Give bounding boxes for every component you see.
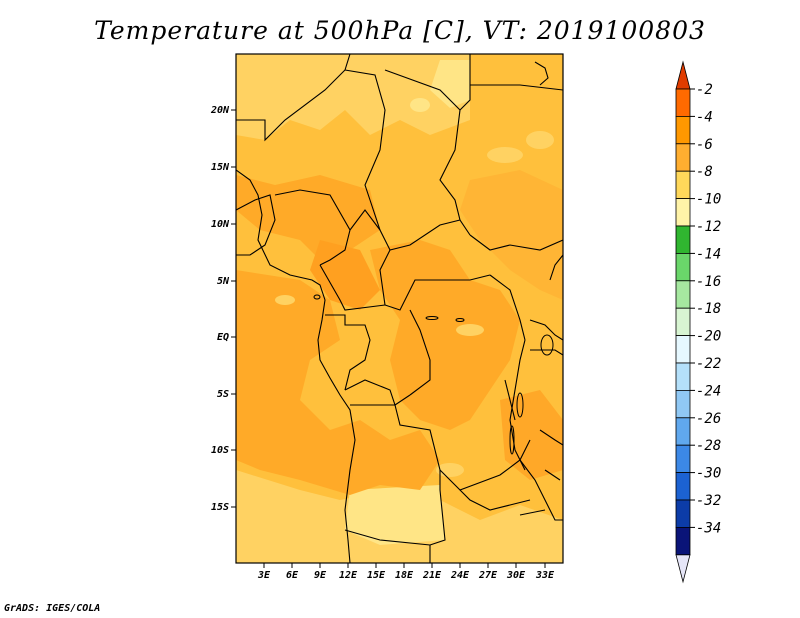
svg-text:27E: 27E (478, 570, 498, 581)
lakes (313, 294, 554, 455)
colorbar-label: -24 (696, 383, 721, 399)
lon-tick-27e: 27E (478, 563, 498, 581)
colorbar-label: -6 (696, 137, 713, 153)
lon-tick-15e: 15E (367, 563, 386, 581)
colorbar-label: -20 (696, 329, 721, 345)
lat-tick-15n: 15N (211, 162, 236, 173)
svg-text:24E: 24E (450, 570, 470, 581)
svg-text:9E: 9E (314, 570, 327, 581)
colorbar-label: -4 (696, 109, 713, 125)
colorbar-segment (675, 362, 691, 391)
lon-tick-21e: 21E (422, 563, 442, 581)
lon-tick-33e: 33E (535, 563, 555, 581)
svg-text:20N: 20N (210, 105, 230, 116)
colorbar-segment (675, 417, 691, 446)
colorbar-label: -28 (696, 438, 721, 454)
lon-tick-3e: 3E (257, 563, 271, 581)
svg-text:5S: 5S (217, 389, 229, 400)
svg-text:3E: 3E (257, 570, 271, 581)
colorbar-segment (675, 225, 691, 254)
colorbar-segment (675, 527, 691, 556)
lat-axis: 20N 15N 10N 5N EQ 5S 10S 15S (210, 105, 236, 513)
lon-tick-18e: 18E (395, 563, 414, 581)
field-warm-congo (370, 240, 520, 430)
colorbar-top-triangle (675, 60, 691, 90)
lon-tick-12e: 12E (339, 563, 358, 581)
colorbar-bottom-triangle (675, 554, 691, 584)
colorbar-segment (675, 280, 691, 309)
svg-text:21E: 21E (422, 570, 442, 581)
field-warm-west-africa (236, 175, 380, 260)
svg-text:5N: 5N (217, 276, 230, 287)
colorbar-label: -14 (696, 246, 721, 262)
lat-tick-5s: 5S (217, 389, 236, 400)
colorbar-segment (675, 143, 691, 172)
lat-tick-5n: 5N (217, 276, 236, 287)
svg-text:12E: 12E (339, 570, 358, 581)
colorbar-label: -18 (696, 301, 721, 317)
colorbar-segment (675, 472, 691, 501)
colorbar-label: -10 (696, 192, 721, 208)
lat-tick-20n: 20N (210, 105, 236, 116)
temperature-field (236, 54, 563, 563)
lon-tick-9e: 9E (314, 563, 327, 581)
colorbar-label: -32 (696, 493, 721, 509)
colorbar-segment (675, 88, 691, 117)
colorbar-segment (675, 198, 691, 227)
colorbar-label: -16 (696, 274, 721, 290)
colorbar-label: -12 (696, 219, 721, 235)
colorbar-label: -30 (696, 466, 721, 482)
svg-text:10N: 10N (211, 219, 230, 230)
colorbar-segment (675, 444, 691, 474)
field-warm-southwest (236, 270, 440, 495)
lon-tick-24e: 24E (450, 563, 470, 581)
svg-text:33E: 33E (535, 570, 555, 581)
lat-tick-10s: 10S (211, 445, 236, 456)
svg-text:15E: 15E (367, 570, 386, 581)
map-frame (235, 53, 564, 564)
svg-text:EQ: EQ (217, 332, 229, 343)
svg-text:18E: 18E (395, 570, 414, 581)
svg-text:30E: 30E (506, 570, 526, 581)
colorbar-segment (675, 116, 691, 145)
colorbar-label: -8 (696, 164, 713, 180)
colorbar-label: -26 (696, 411, 721, 427)
lat-tick-15s: 15S (211, 502, 236, 513)
colorbar-label: -34 (696, 520, 721, 536)
svg-text:6E: 6E (286, 570, 299, 581)
colorbar-segment (675, 389, 691, 419)
colorbar: -2 -4 -6 -8 -10 -12 -14 -16 -18 -20 -22 -24 -26 -28 -3… (675, 60, 721, 584)
lat-tick-10n: 10N (211, 219, 236, 230)
colorbar-label: -2 (696, 82, 713, 98)
lat-tick-eq: EQ (217, 332, 236, 343)
colorbar-segment (675, 499, 691, 528)
svg-text:15S: 15S (211, 502, 229, 513)
lon-tick-6e: 6E (286, 563, 299, 581)
svg-text:15N: 15N (211, 162, 230, 173)
colorbar-segment (675, 307, 691, 337)
grads-credit: GrADS: IGES/COLA (4, 603, 101, 614)
colorbar-label: -22 (696, 356, 721, 372)
colorbar-segment (675, 252, 691, 282)
colorbar-segment (675, 335, 691, 364)
lon-axis: 3E 6E 9E 12E 15E 18E 21E 24E 27E 30E 33E (257, 563, 555, 581)
chart-title: Temperature at 500hPa [C], VT: 201910080… (94, 16, 706, 45)
country-borders (236, 54, 563, 563)
svg-text:10S: 10S (211, 445, 229, 456)
lon-tick-30e: 30E (506, 563, 526, 581)
colorbar-segment (675, 170, 691, 199)
field-pale-north (236, 54, 470, 140)
